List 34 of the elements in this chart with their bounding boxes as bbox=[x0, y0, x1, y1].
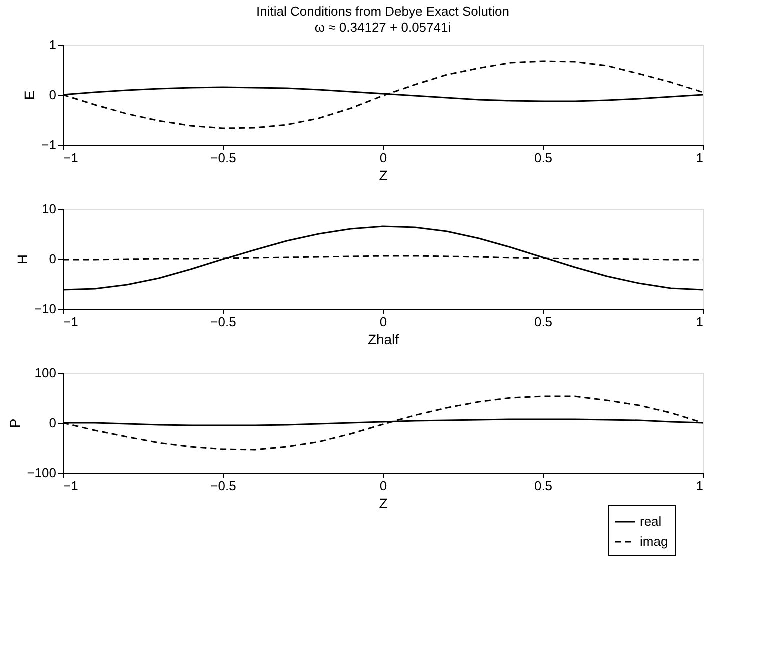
x-tick-label: 0 bbox=[380, 150, 388, 166]
x-tick-label: 0 bbox=[380, 314, 388, 330]
legend-label: real bbox=[640, 514, 662, 529]
y-axis-title: P bbox=[7, 418, 24, 428]
x-tick-label: 0.5 bbox=[534, 314, 553, 330]
y-axis-title: E bbox=[22, 90, 38, 100]
chart-subtitle: ω ≈ 0.34127 + 0.05741i bbox=[314, 20, 452, 35]
x-tick-label: −1 bbox=[64, 478, 78, 494]
y-tick-label: 10 bbox=[42, 202, 56, 216]
x-tick-label: −1 bbox=[64, 150, 78, 166]
y-tick-label: 0 bbox=[49, 88, 56, 102]
y-tick-label: 100 bbox=[34, 366, 56, 380]
x-axis-title: Z bbox=[379, 168, 388, 184]
x-tick-label: −1 bbox=[64, 314, 78, 330]
x-tick-label: 0.5 bbox=[534, 150, 553, 166]
y-tick-label: 0 bbox=[49, 252, 56, 266]
x-tick-label: 1 bbox=[696, 478, 704, 494]
x-tick-label: 1 bbox=[696, 314, 704, 330]
y-tick-label: 0 bbox=[49, 416, 56, 430]
x-tick-label: 1 bbox=[696, 150, 704, 166]
x-tick-label: 0.5 bbox=[534, 478, 553, 494]
x-tick-label: −0.5 bbox=[210, 150, 236, 166]
x-tick-label: 0 bbox=[380, 478, 388, 494]
y-tick-label: 1 bbox=[49, 38, 56, 52]
y-axis-title: H bbox=[14, 254, 30, 265]
x-tick-label: −0.5 bbox=[210, 314, 236, 330]
x-axis-title: Z bbox=[379, 496, 388, 512]
chart-title: Initial Conditions from Debye Exact Solution bbox=[256, 4, 510, 19]
legend-label: imag bbox=[640, 534, 668, 549]
y-tick-label: −1 bbox=[42, 138, 56, 152]
y-tick-label: −100 bbox=[27, 466, 56, 480]
y-tick-label: −10 bbox=[34, 302, 56, 316]
x-tick-label: −0.5 bbox=[210, 478, 236, 494]
x-axis-title: Zhalf bbox=[368, 332, 400, 348]
